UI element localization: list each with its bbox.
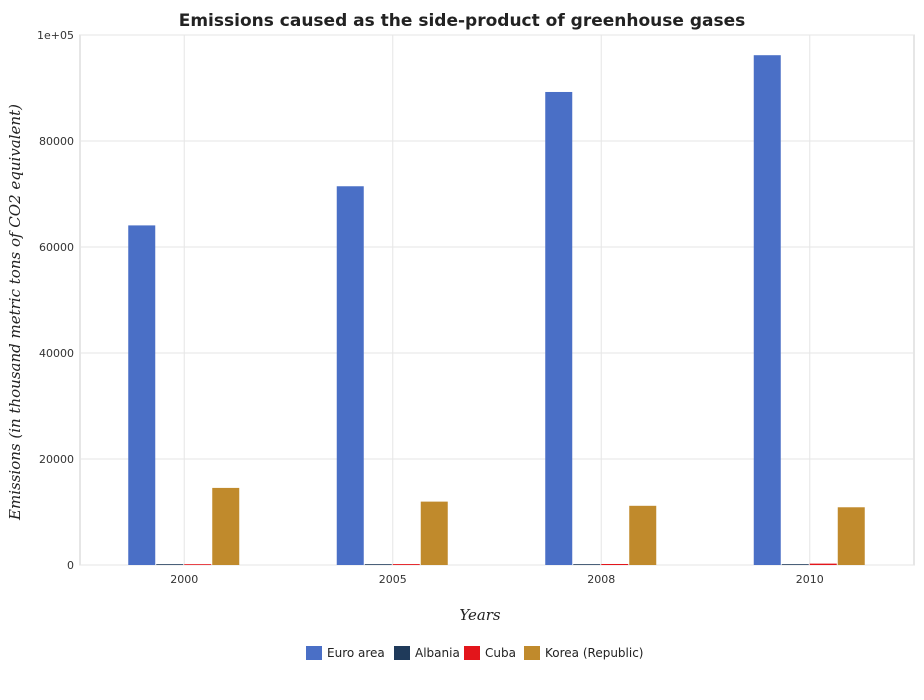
legend: Euro area Albania Cuba Korea (Republic) (306, 646, 643, 660)
y-axis-label: Emissions (in thousand metric tons of CO… (6, 104, 24, 521)
bar-albania-2010 (781, 564, 809, 565)
legend-swatch (306, 646, 322, 660)
legend-item: Euro area (306, 646, 385, 660)
bar-albania-2000 (156, 564, 184, 565)
legend-item: Cuba (464, 646, 516, 660)
bar-albania-2005 (364, 564, 392, 565)
legend-item: Korea (Republic) (524, 646, 643, 660)
y-tick-label: 80000 (39, 135, 74, 148)
grid-lines (80, 34, 914, 566)
legend-label: Albania (415, 646, 460, 660)
x-tick-label: 2010 (796, 573, 824, 586)
bar-korea-republic-2010 (837, 507, 865, 565)
bar-albania-2008 (573, 564, 601, 565)
legend-swatch (524, 646, 540, 660)
y-tick-label: 60000 (39, 241, 74, 254)
bar-euro-area-2000 (128, 225, 156, 565)
legend-label: Euro area (327, 646, 385, 660)
y-tick-label: 20000 (39, 453, 74, 466)
bar-euro-area-2010 (753, 55, 781, 565)
bars (128, 55, 865, 565)
plot-background (79, 34, 915, 566)
x-tick-label: 2005 (379, 573, 407, 586)
x-tick-label: 2008 (587, 573, 615, 586)
legend-swatch (464, 646, 480, 660)
bar-cuba-2008 (601, 563, 629, 565)
y-tick-label: 1e+05 (37, 29, 74, 42)
y-axis-ticks: 0 20000 40000 60000 80000 1e+05 (37, 29, 74, 572)
y-tick-label: 0 (67, 559, 74, 572)
bar-cuba-2010 (809, 563, 837, 565)
bar-korea-republic-2005 (420, 501, 448, 565)
x-axis-label: Years (459, 606, 501, 624)
legend-swatch (394, 646, 410, 660)
plot-area (79, 34, 915, 566)
bar-cuba-2005 (392, 564, 420, 565)
legend-label: Korea (Republic) (545, 646, 643, 660)
legend-item: Albania (394, 646, 460, 660)
bar-cuba-2000 (184, 564, 212, 565)
bar-euro-area-2008 (545, 91, 573, 565)
x-axis-ticks: 2000 2005 2008 2010 (170, 573, 824, 586)
chart-title: Emissions caused as the side-product of … (179, 11, 746, 31)
bar-korea-republic-2000 (212, 487, 240, 565)
bar-euro-area-2005 (336, 186, 364, 565)
bar-korea-republic-2008 (629, 505, 657, 565)
y-tick-label: 40000 (39, 347, 74, 360)
legend-label: Cuba (485, 646, 516, 660)
x-tick-label: 2000 (170, 573, 198, 586)
